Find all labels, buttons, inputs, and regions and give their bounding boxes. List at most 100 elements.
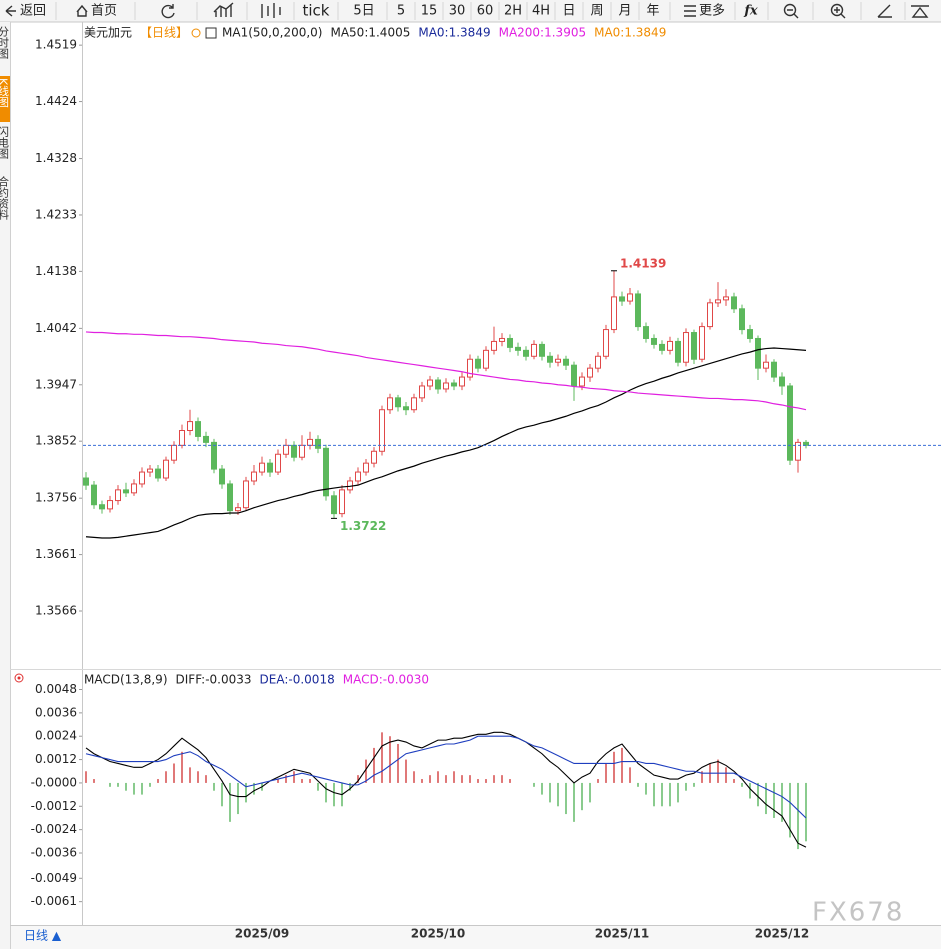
candle-body — [683, 332, 689, 363]
candle-body — [411, 397, 417, 411]
bottom-tab[interactable]: 日线 ▲ — [24, 929, 62, 943]
candle-body — [675, 340, 681, 363]
candle-body — [475, 358, 481, 369]
candle-body — [283, 444, 289, 455]
y-tick-label: 1.4233 — [35, 207, 77, 221]
low-label: 1.3722 — [340, 519, 386, 533]
tick-button[interactable]: tick — [303, 2, 330, 20]
more-button[interactable]: 更多 — [699, 3, 725, 19]
side-tab[interactable]: 合约资料 — [0, 175, 10, 221]
candle-body — [659, 343, 665, 351]
period-button[interactable]: 年 — [646, 4, 659, 19]
candle-body — [339, 489, 345, 515]
zoom-out-icon[interactable] — [783, 3, 797, 17]
y-tick-label: 0.0048 — [35, 682, 77, 696]
period-button[interactable]: 2H — [504, 4, 522, 19]
candle-body — [427, 379, 433, 387]
y-tick-label: 1.3566 — [35, 604, 77, 618]
y-tick-label: 1.3661 — [35, 547, 77, 561]
candle-body — [211, 441, 217, 470]
candle-body — [603, 329, 609, 357]
candle-body — [595, 355, 601, 369]
candle-body — [419, 385, 425, 399]
legend-item: 美元加元 — [84, 26, 132, 40]
candle-body — [667, 340, 673, 351]
candle-body — [83, 477, 89, 486]
candle-body — [403, 406, 409, 411]
side-tab[interactable]: 分时图 — [0, 26, 10, 60]
x-tick-label: 2025/09 — [235, 927, 289, 941]
candle-body — [235, 507, 241, 512]
candle-body — [611, 296, 617, 331]
candle-body — [483, 349, 489, 369]
candle-body — [267, 462, 273, 473]
candle-body — [691, 332, 697, 360]
candle-body — [155, 468, 161, 479]
candle-body — [395, 397, 401, 408]
legend-item: DIFF:-0.0033 — [176, 673, 252, 687]
pen-icon[interactable] — [877, 4, 892, 18]
candle-body — [323, 447, 329, 497]
line-chart-icon[interactable] — [213, 2, 234, 17]
candle-body — [699, 326, 705, 360]
candle-body — [579, 376, 585, 387]
period-button[interactable]: 日 — [562, 4, 575, 19]
y-tick-label: 1.3756 — [35, 491, 77, 505]
candle-body — [435, 379, 441, 390]
back-button[interactable]: 返回 — [20, 4, 46, 19]
candle-body — [331, 495, 337, 515]
candle-body — [371, 450, 377, 464]
candle-body — [707, 302, 713, 328]
candle-body — [275, 453, 281, 473]
candle-icon[interactable] — [261, 3, 281, 18]
candle-body — [451, 382, 457, 387]
candle-body — [547, 355, 553, 363]
back-icon[interactable] — [5, 5, 16, 17]
sidebar — [0, 22, 10, 949]
home-icon[interactable] — [76, 4, 88, 17]
more-icon[interactable] — [684, 5, 696, 17]
side-tab[interactable]: K线图 — [0, 78, 10, 108]
indicator-icon-dot — [17, 676, 21, 680]
period-button[interactable]: 30 — [449, 4, 466, 19]
bottom-bar — [11, 926, 941, 949]
candle-body — [643, 326, 649, 339]
home-button[interactable]: 首页 — [91, 4, 117, 19]
candle-body — [259, 462, 265, 473]
side-tab[interactable]: 闪电图 — [0, 125, 10, 160]
candle-body — [203, 435, 209, 443]
x-tick-label: 2025/12 — [755, 927, 809, 941]
candle-body — [563, 358, 569, 366]
refresh-icon[interactable] — [161, 4, 175, 19]
period-button[interactable]: 4H — [532, 4, 550, 19]
candle-body — [715, 299, 721, 304]
y-tick-label: 0.0012 — [35, 752, 77, 766]
period-button[interactable]: 5 — [397, 4, 405, 19]
y-tick-label: -0.0012 — [31, 799, 77, 813]
candle-body — [587, 367, 593, 378]
y-tick-label: -0.0049 — [31, 871, 77, 885]
period-button[interactable]: 15 — [421, 4, 438, 19]
macd-line — [85, 731, 807, 848]
candle-body — [187, 421, 193, 431]
legend-item: MACD:-0.0030 — [343, 673, 429, 687]
zoom-in-icon[interactable] — [830, 3, 844, 17]
period-button[interactable]: 月 — [618, 4, 631, 19]
y-tick-label: 1.4138 — [35, 264, 77, 278]
y-tick-label: -0.0061 — [31, 894, 77, 908]
candle-body — [163, 459, 169, 479]
legend-item: MA0:1.3849 — [594, 26, 666, 40]
candle-body — [355, 471, 361, 482]
settings-icon[interactable] — [911, 5, 929, 18]
indicator-icon[interactable] — [14, 673, 24, 683]
period-button[interactable]: 5日 — [353, 4, 374, 19]
y-tick-label: 1.3852 — [35, 434, 77, 448]
candle-body — [627, 293, 633, 302]
period-button[interactable]: 60 — [477, 4, 494, 19]
candle-body — [251, 471, 257, 482]
candle-body — [379, 409, 385, 452]
formula-button[interactable]: fx — [743, 4, 758, 19]
candle-body — [571, 364, 577, 387]
period-button[interactable]: 周 — [590, 4, 603, 19]
